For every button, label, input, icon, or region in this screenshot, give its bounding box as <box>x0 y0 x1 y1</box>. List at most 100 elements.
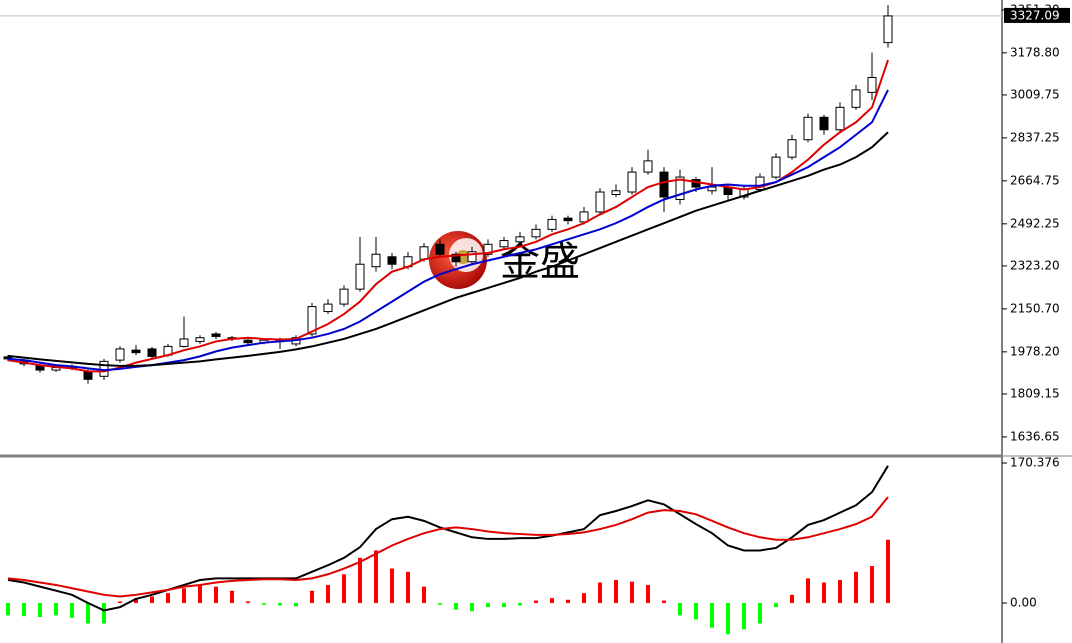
histogram-bar <box>774 603 778 608</box>
candle-body <box>659 171 669 198</box>
candle-body <box>371 253 381 268</box>
candle-body <box>787 139 797 158</box>
candle-body <box>499 240 509 248</box>
histogram-bar <box>694 603 698 620</box>
candle-body <box>211 333 221 337</box>
histogram-bar <box>182 588 186 604</box>
histogram-bar <box>102 603 106 624</box>
histogram-bar <box>230 590 234 604</box>
candle-body <box>851 89 861 108</box>
histogram-bar <box>358 557 362 604</box>
y-tick-label: 1809.15 <box>1010 386 1060 400</box>
histogram-bar <box>6 603 10 616</box>
candle-body <box>451 253 461 263</box>
candle-body <box>579 211 589 223</box>
y-tick-label: 0.00 <box>1010 596 1037 610</box>
candle-body <box>115 348 125 361</box>
histogram-bar <box>614 580 618 604</box>
candle-body <box>323 303 333 313</box>
candle-body <box>147 348 157 357</box>
histogram-bar <box>118 601 122 604</box>
candle-body <box>243 339 253 344</box>
histogram-bar <box>390 568 394 604</box>
histogram-bar <box>470 603 474 612</box>
candle-body <box>755 176 765 191</box>
histogram-bar <box>38 603 42 618</box>
line-series <box>7 496 889 598</box>
candle-body <box>83 370 93 380</box>
candle-body <box>195 337 205 342</box>
y-tick-label: 3009.75 <box>1010 87 1060 101</box>
histogram-bar <box>838 580 842 604</box>
candle-body <box>547 218 557 230</box>
histogram-bar <box>566 599 570 604</box>
histogram-bar <box>550 598 554 604</box>
y-tick-label: 2150.70 <box>1010 301 1060 315</box>
histogram-bar <box>886 539 890 604</box>
line-series <box>7 131 889 367</box>
histogram-bar <box>678 603 682 616</box>
histogram-bar <box>22 603 26 617</box>
histogram-bar <box>326 584 330 604</box>
last-price-box <box>1004 7 1070 23</box>
histogram-bar <box>726 603 730 635</box>
histogram-bar <box>758 603 762 624</box>
histogram-bar <box>502 603 506 608</box>
histogram-bar <box>294 603 298 607</box>
histogram-bar <box>438 603 442 605</box>
candle-body <box>883 15 893 44</box>
candle-body <box>771 156 781 178</box>
histogram-bar <box>198 584 202 604</box>
candle-body <box>467 251 477 263</box>
candle-body <box>867 76 877 93</box>
candle-body <box>707 186 717 192</box>
candle-body <box>339 288 349 305</box>
histogram-bar <box>630 581 634 604</box>
histogram-bar <box>70 603 74 618</box>
candle-body <box>355 263 365 290</box>
histogram-bar <box>422 586 426 604</box>
candle-body <box>515 236 525 243</box>
histogram-bar <box>486 603 490 608</box>
y-tick-label: 2323.20 <box>1010 258 1060 272</box>
candle-body <box>435 243 445 255</box>
candle-body <box>531 228 541 238</box>
histogram-bar <box>54 603 58 616</box>
histogram-bar <box>374 550 378 604</box>
candle-body <box>179 338 189 347</box>
histogram-bar <box>854 571 858 604</box>
y-tick-label: 2837.25 <box>1010 130 1060 144</box>
watermark: 金盛 <box>500 239 580 285</box>
histogram-bar <box>454 603 458 610</box>
line-series <box>7 465 889 612</box>
histogram-bar <box>822 582 826 604</box>
histogram-bar <box>86 603 90 624</box>
histogram-bar <box>534 600 538 604</box>
y-tick-label: 2664.75 <box>1010 173 1060 187</box>
candle-body <box>483 243 493 255</box>
candle-body <box>387 256 397 265</box>
histogram-bar <box>246 601 250 604</box>
histogram-bar <box>598 582 602 604</box>
histogram-bar <box>646 584 650 604</box>
histogram-bar <box>342 574 346 604</box>
y-tick-label: 3178.80 <box>1010 45 1060 59</box>
candles <box>3 5 893 384</box>
y-tick-label: 1636.65 <box>1010 429 1060 443</box>
histogram-bar <box>582 593 586 604</box>
last-price-label: 3327.09 <box>1010 8 1060 22</box>
histogram-bar <box>742 603 746 630</box>
histogram-bar <box>214 586 218 604</box>
histogram-bar <box>150 596 154 604</box>
histogram-bar <box>806 578 810 604</box>
candle-body <box>563 217 573 222</box>
y-tick-label: 170.376 <box>1010 456 1060 470</box>
histogram-bar <box>310 590 314 604</box>
histogram-bar <box>518 603 522 606</box>
candle-body <box>307 306 317 335</box>
candle-body <box>819 116 829 131</box>
candle-body <box>835 106 845 131</box>
histogram-bar <box>166 593 170 604</box>
histogram-bar <box>406 571 410 604</box>
